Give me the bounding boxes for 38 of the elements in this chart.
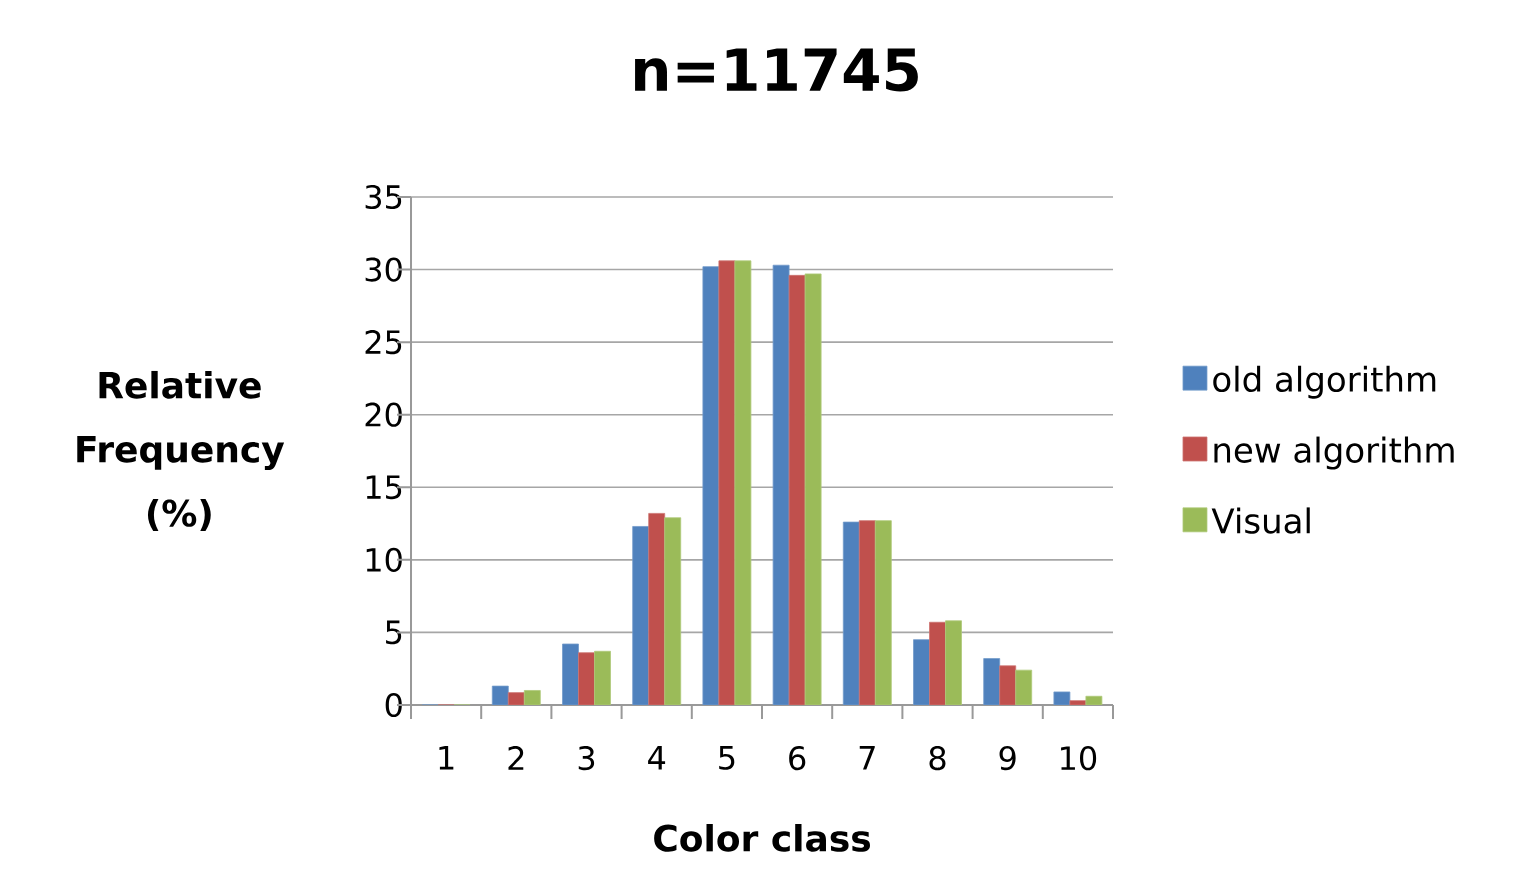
- legend-label: Visual: [1211, 507, 1310, 534]
- x-tick-label: 5: [719, 746, 735, 770]
- y-tick-label: 30: [365, 257, 402, 282]
- x-tick-label: 10: [1061, 746, 1097, 771]
- bar: [858, 520, 876, 705]
- bar: [913, 639, 930, 705]
- x-tick-label: 7: [859, 746, 875, 770]
- bar: [999, 665, 1017, 705]
- legend-label: old algorithm: [1213, 365, 1436, 399]
- bar: [562, 643, 579, 705]
- bar: [648, 513, 666, 705]
- x-tick-label: 3: [578, 746, 595, 771]
- bar: [929, 621, 946, 705]
- bar: [594, 650, 611, 705]
- y-tick-label: 20: [365, 402, 402, 427]
- x-tick-label: 9: [999, 746, 1016, 771]
- y-tick-label: 0: [385, 692, 402, 718]
- x-tick-label: 8: [929, 746, 946, 771]
- bar: [842, 521, 860, 705]
- y-tick-label: 5: [386, 620, 402, 645]
- y-tick-label: 10: [366, 547, 402, 572]
- bar: [632, 526, 650, 705]
- bar: [945, 620, 962, 705]
- bar: [874, 520, 892, 705]
- y-tick-label: 25: [365, 330, 402, 355]
- bar: [983, 658, 1001, 705]
- y-tick-label: 15: [366, 475, 402, 500]
- x-tick-label: 1: [439, 746, 454, 770]
- legend-label: new algorithm: [1214, 436, 1454, 470]
- bar: [664, 517, 682, 705]
- x-axis-title: Color class: [654, 823, 870, 852]
- y-axis-title: Relative Frequency (%): [77, 370, 285, 532]
- x-tick-label: 2: [508, 746, 524, 770]
- x-tick-label: 6: [789, 746, 806, 771]
- bar: [578, 652, 595, 705]
- y-tick-label: 35: [365, 184, 402, 210]
- x-tick-label: 4: [648, 746, 666, 770]
- chart-title: n=11745: [635, 48, 918, 92]
